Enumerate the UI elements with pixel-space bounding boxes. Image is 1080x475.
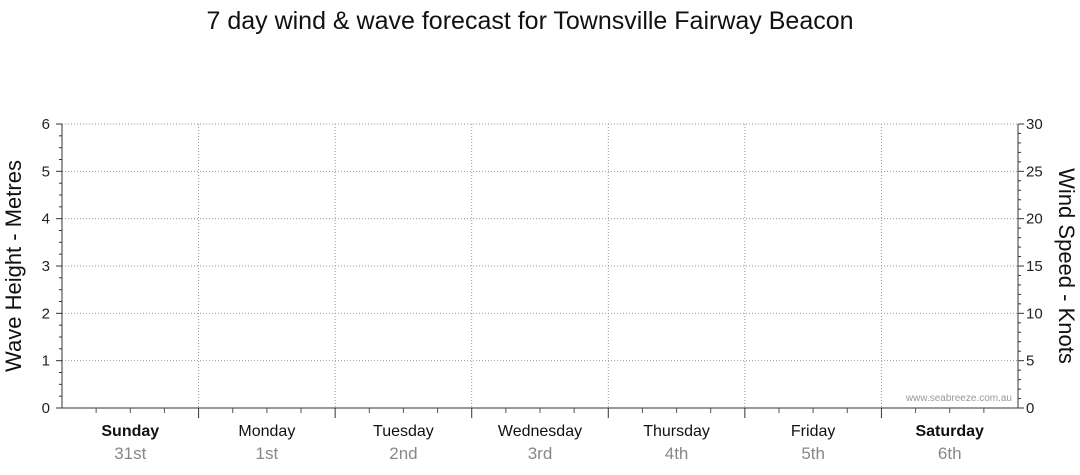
right-tick-label: 15 (1026, 258, 1043, 275)
grid-lines (62, 123, 1018, 408)
right-tick-label: 5 (1026, 353, 1034, 370)
date-label: 4th (665, 444, 689, 463)
left-tick-label: 6 (42, 116, 50, 133)
left-tick-label: 0 (42, 400, 50, 417)
day-label: Sunday (101, 423, 159, 440)
date-label: 3rd (528, 444, 553, 463)
date-label: 6th (938, 444, 962, 463)
left-tick-label: 4 (42, 211, 50, 228)
x-axis: Sunday 31st Monday 1st Tuesday 2nd Wednesday 3r… (62, 407, 1018, 463)
right-tick-label: 10 (1026, 305, 1043, 322)
chart-title: 7 day wind & wave forecast for Townsvill… (206, 7, 853, 35)
left-tick-label: 2 (42, 305, 50, 322)
day-label: Wednesday (498, 423, 582, 440)
date-label: 2nd (389, 444, 417, 463)
right-tick-label: 20 (1026, 211, 1043, 228)
left-tick-label: 5 (42, 163, 50, 180)
day-label: Thursday (643, 423, 710, 440)
left-tick-label: 3 (42, 258, 50, 275)
left-axis: 0 1 2 3 4 5 6 (42, 116, 63, 417)
date-label: 31st (114, 444, 146, 463)
date-label: 1st (256, 444, 279, 463)
day-label: Monday (238, 423, 295, 440)
right-tick-label: 25 (1026, 163, 1043, 180)
day-label: Tuesday (373, 423, 434, 440)
right-tick-label: 0 (1026, 400, 1034, 417)
left-tick-label: 1 (42, 353, 50, 370)
right-axis-label: Wind Speed - Knots (1054, 168, 1079, 364)
date-label: 5th (801, 444, 825, 463)
day-label: Saturday (915, 423, 984, 440)
day-label: Friday (791, 423, 835, 440)
right-axis: 0 5 10 15 20 25 30 (1017, 116, 1043, 417)
left-axis-label: Wave Height - Metres (1, 160, 26, 372)
watermark: www.seabreeze.com.au (905, 393, 1012, 404)
right-tick-label: 30 (1026, 116, 1043, 133)
